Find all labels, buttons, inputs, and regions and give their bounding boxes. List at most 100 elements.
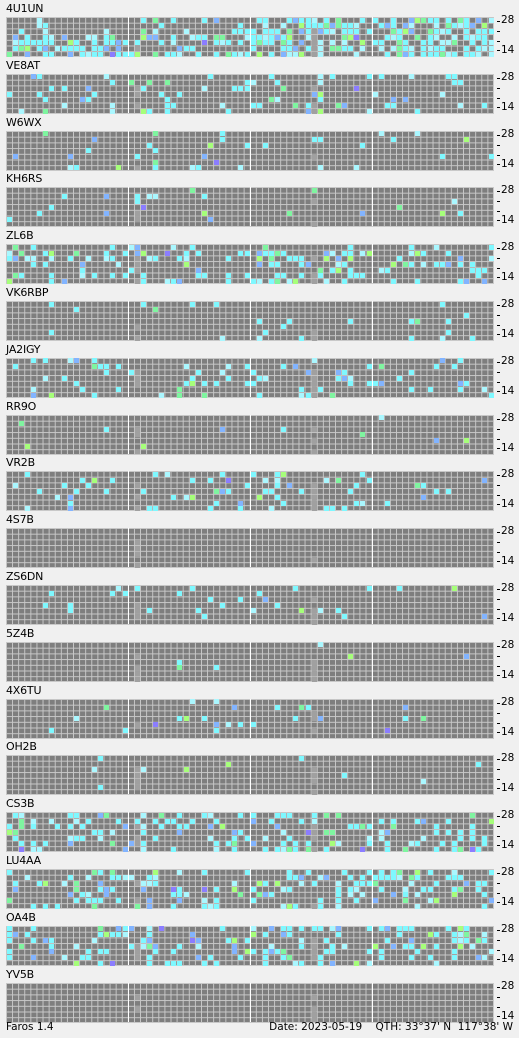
marker-cell <box>311 659 317 665</box>
reception-cell <box>458 875 463 881</box>
reception-cell <box>336 46 341 52</box>
reception-cell <box>98 949 104 955</box>
axis-label-28: 28 <box>501 695 515 708</box>
marker-cell <box>134 46 140 52</box>
reception-cell <box>201 716 207 722</box>
reception-cell <box>287 279 293 285</box>
axis-label-28: 28 <box>501 922 515 935</box>
reception-cell <box>415 250 421 256</box>
reception-cell <box>329 74 335 80</box>
reception-cell <box>336 102 341 108</box>
reception-cell <box>61 954 67 960</box>
reception-cell <box>445 330 451 336</box>
reception-cell <box>464 381 470 387</box>
reception-cell <box>354 51 360 57</box>
reception-cell <box>458 256 463 262</box>
reception-cell <box>226 722 232 728</box>
reception-cell <box>458 847 463 853</box>
reception-cell <box>256 375 262 381</box>
marker-cell <box>134 994 140 1000</box>
reception-cell <box>67 892 73 898</box>
reception-cell <box>85 483 91 489</box>
reception-cell <box>409 943 415 949</box>
reception-cell <box>464 136 470 142</box>
reception-cell <box>18 40 24 46</box>
reception-cell <box>299 17 305 23</box>
reception-cell <box>49 279 55 285</box>
reception-cell <box>488 869 494 875</box>
reception-cell <box>207 903 213 909</box>
reception-cell <box>238 722 244 728</box>
reception-cell <box>305 847 311 853</box>
marker-cell <box>311 847 317 853</box>
marker-cell <box>311 829 317 835</box>
reception-cell <box>451 886 457 892</box>
tick-28 <box>497 475 500 477</box>
reception-cell <box>451 51 457 57</box>
reception-cell <box>98 755 104 761</box>
reception-cell <box>329 943 335 949</box>
marker-cell <box>134 767 140 773</box>
reception-cell <box>104 886 110 892</box>
reception-cell <box>153 165 158 171</box>
reception-cell <box>195 267 201 273</box>
reception-cell <box>305 392 311 398</box>
station-panel: VK6RBP 28 14 <box>0 286 519 342</box>
reception-cell <box>336 256 341 262</box>
reception-cell <box>49 818 55 824</box>
tick-14 <box>497 674 500 676</box>
reception-cell <box>146 256 152 262</box>
reception-cell <box>110 591 116 597</box>
reception-cell <box>488 51 494 57</box>
reception-cell <box>458 23 463 29</box>
reception-cell <box>146 937 152 943</box>
reception-cell <box>354 273 360 279</box>
reception-cell <box>482 841 488 847</box>
reception-cell <box>470 943 476 949</box>
reception-cell <box>214 489 219 495</box>
reception-cell <box>171 40 177 46</box>
reception-cell <box>427 46 433 52</box>
hour-divider <box>128 301 129 340</box>
marker-cell <box>134 540 140 546</box>
reception-cell <box>189 494 195 500</box>
reception-cell <box>37 46 43 52</box>
reception-cell <box>354 29 360 35</box>
reception-cell <box>207 954 213 960</box>
reception-cell <box>268 40 274 46</box>
reception-cell <box>220 602 226 608</box>
reception-cell <box>256 102 262 108</box>
reception-cell <box>433 489 439 495</box>
reception-cell <box>177 659 183 665</box>
reception-cell <box>67 824 73 830</box>
station-panel: LU4AA 28 14 <box>0 854 519 910</box>
reception-cell <box>189 818 195 824</box>
tick-minor <box>497 665 500 667</box>
reception-cell <box>421 261 427 267</box>
reception-cell <box>31 392 36 398</box>
reception-cell <box>323 17 329 23</box>
reception-cell <box>171 17 177 23</box>
reception-cell <box>232 886 238 892</box>
reception-cell <box>140 29 146 35</box>
propagation-grid <box>6 301 494 341</box>
reception-cell <box>183 256 189 262</box>
reception-cell <box>421 17 427 23</box>
reception-cell <box>397 932 402 938</box>
marker-cell <box>134 954 140 960</box>
reception-cell <box>275 80 280 86</box>
reception-cell <box>317 74 323 80</box>
reception-cell <box>98 881 104 887</box>
reception-cell <box>342 773 348 779</box>
reception-cell <box>140 841 146 847</box>
reception-cell <box>262 847 268 853</box>
hour-divider <box>128 982 129 1022</box>
hour-divider <box>128 585 129 624</box>
reception-cell <box>207 506 213 512</box>
reception-cell <box>342 869 348 875</box>
tick-minor <box>497 485 500 487</box>
reception-cell <box>397 585 402 591</box>
date-value: 2023-05-19 <box>301 1021 363 1033</box>
reception-cell <box>268 892 274 898</box>
reception-cell <box>403 716 409 722</box>
